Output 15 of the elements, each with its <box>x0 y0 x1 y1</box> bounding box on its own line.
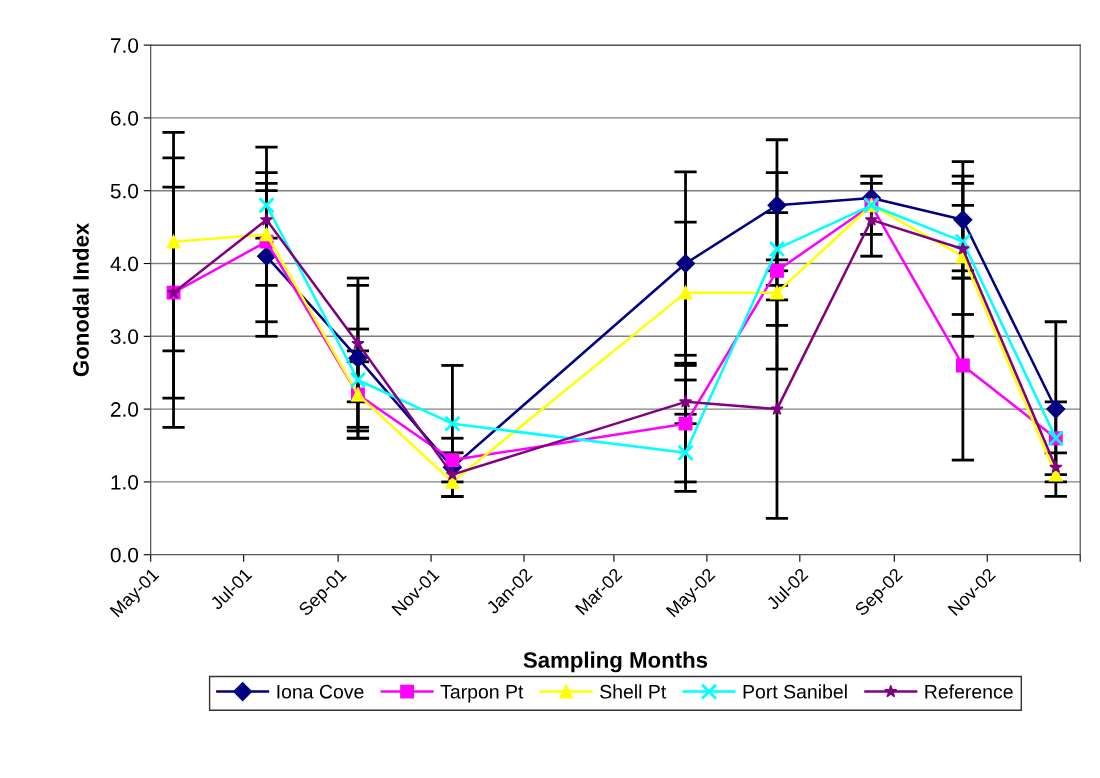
y-tick-label: 6.0 <box>110 110 139 126</box>
y-axis-title: Gonodal Index <box>72 222 89 377</box>
x-axis-title: Sampling Months <box>523 651 708 673</box>
legend-label: Tarpon Pt <box>440 685 524 703</box>
y-tick-label: 4.0 <box>110 256 139 272</box>
legend-label: Shell Pt <box>600 684 667 699</box>
y-tick-label: 3.0 <box>110 329 139 345</box>
y-tick-label: 5.0 <box>110 183 139 199</box>
legend-label: Iona Cove <box>277 684 364 699</box>
legend-label: Port Sanibel <box>743 684 847 699</box>
legend-label: Reference <box>925 684 1013 699</box>
y-tick-label: 2.0 <box>110 402 139 417</box>
y-tick-label: 7.0 <box>111 38 139 53</box>
y-tick-label: 0.0 <box>110 547 139 563</box>
y-tick-label: 1.0 <box>111 474 139 490</box>
